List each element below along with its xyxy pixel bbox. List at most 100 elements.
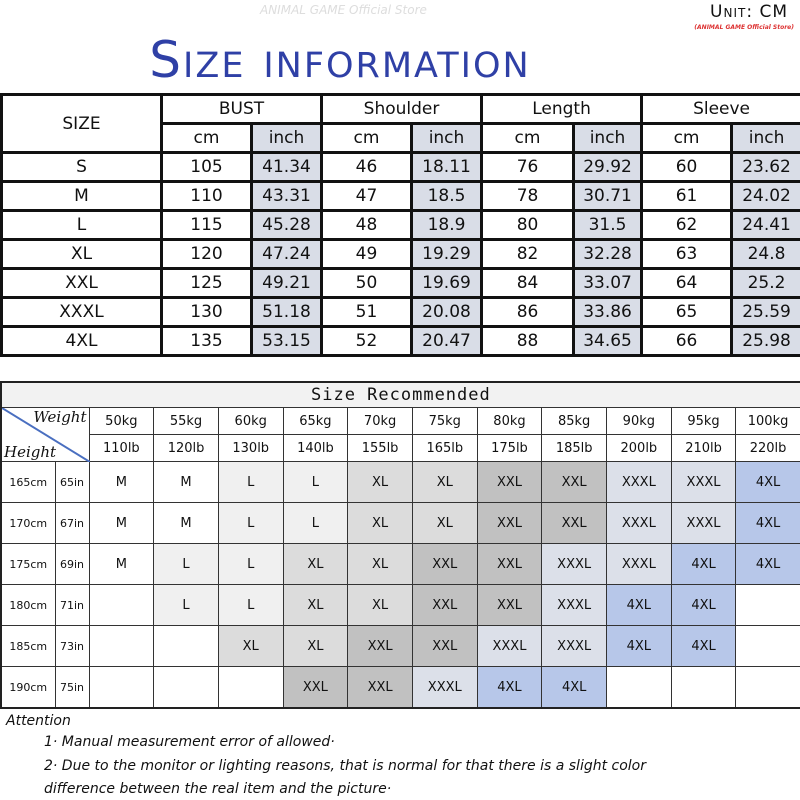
inch-cell: 34.65 [572,325,644,357]
cm-cell: 76 [480,151,576,183]
size-cell: L [0,209,163,241]
size-table: SIZE BUST Shoulder Length Sleeve cm inch cm inch… [0,93,800,357]
table-row: XXXL 130 51.18 51 20.08 86 33.86 65 25.59 [0,296,800,328]
title-row: Size Recommended [0,381,800,408]
page-title: Size information [149,31,531,89]
weight-lb-header: 110lb [88,434,155,462]
table-row: 185cm 73in XL XL XXL XXL XXXL XXXL 4XL 4XL [0,625,800,667]
table-row: XL 120 47.24 49 19.29 82 32.28 63 24.8 [0,238,800,270]
inch-header: inch [572,122,644,154]
cm-cell: 52 [320,325,413,357]
recommended-size-cell: XXXL [541,543,607,585]
weight-kg-header: 55kg [153,407,219,435]
height-cm-cell: 190cm [0,666,56,709]
recommended-size-cell: XXXL [670,461,737,503]
height-cm-cell: 170cm [0,502,56,544]
recommended-size-cell: XL [347,584,413,626]
recommended-size-cell: L [217,584,284,626]
recommended-size-cell: 4XL [735,543,800,585]
recommended-size-cell [606,666,672,709]
height-in-cell: 65in [54,461,90,503]
recommended-size-cell [217,666,284,709]
size-cell: XXXL [0,296,163,328]
diagonal-line [2,408,90,462]
inch-cell: 32.28 [572,238,644,270]
cm-cell: 66 [640,325,734,357]
recommended-size-cell [88,584,155,626]
cm-cell: 62 [640,209,734,241]
cm-cell: 115 [160,209,253,241]
recommended-size-cell: XL [347,502,413,544]
inch-cell: 23.62 [730,151,800,183]
inch-cell: 18.11 [409,151,484,183]
weight-kg-header: 90kg [606,407,672,435]
group-header: Sleeve [640,93,800,125]
recommended-size-cell: XXL [541,502,607,544]
size-cell: 4XL [0,325,163,357]
header-row: SIZE BUST Shoulder Length Sleeve [0,93,800,154]
subheader-row: cm inch cm inch cm inch cm inch [2,122,800,154]
recommended-size-cell: L [282,461,349,503]
cm-cell: 130 [160,296,253,328]
recommended-size-cell: 4XL [670,625,737,667]
cm-cell: 105 [160,151,253,183]
recommended-size-cell: L [153,584,219,626]
recommended-size-cell: XXXL [606,461,672,503]
weight-lb-row: 110lb 120lb 130lb 140lb 155lb 165lb 175lb 185lb… [1,434,800,462]
recommended-size-cell: XXL [476,502,543,544]
recommended-size-cell: XXL [476,584,543,626]
cm-cell: 47 [320,180,413,212]
weight-kg-header: 70kg [347,407,413,435]
inch-cell: 41.34 [250,151,323,183]
inch-cell: 45.28 [250,209,323,241]
recommended-size-cell: L [282,502,349,544]
table-title: Size Recommended [0,381,800,408]
weight-kg-header: 65kg [282,407,349,435]
weight-kg-header: 95kg [670,407,737,435]
store-label: (ANIMAL GAME Official Store) [694,24,794,31]
weight-label: Weight [33,408,87,426]
inch-cell: 24.02 [730,180,800,212]
size-cell: S [0,151,163,183]
height-cm-cell: 175cm [0,543,56,585]
cm-cell: 65 [640,296,734,328]
cm-cell: 48 [320,209,413,241]
recommended-size-cell: L [217,543,284,585]
height-cm-cell: 185cm [0,625,56,667]
inch-cell: 33.07 [572,267,644,299]
weight-kg-row: Weight Height 50kg 55kg 60kg 65kg 70kg 75kg 80kg… [0,407,800,462]
size-cell: XXL [0,267,163,299]
weight-lb-header: 185lb [541,434,607,462]
recommended-size-cell: M [153,502,219,544]
attention-note: difference between the real item and the… [44,781,392,797]
height-in-cell: 71in [54,584,90,626]
recommended-size-cell: XXXL [670,502,737,544]
cm-cell: 49 [320,238,413,270]
weight-lb-header: 175lb [476,434,543,462]
cm-header: cm [640,122,734,154]
inch-cell: 18.5 [409,180,484,212]
cm-cell: 120 [160,238,253,270]
attention-note: 1· Manual measurement error of allowed· [44,734,335,750]
inch-cell: 49.21 [250,267,323,299]
inch-cell: 47.24 [250,238,323,270]
recommended-size-cell: XXXL [606,502,672,544]
recommended-size-cell: XXL [282,666,349,709]
weight-lb-header: 165lb [411,434,478,462]
inch-cell: 25.98 [730,325,800,357]
recommended-size-cell: XL [411,502,478,544]
recommended-size-cell: 4XL [735,502,800,544]
recommended-size-cell: XXL [541,461,607,503]
cm-cell: 64 [640,267,734,299]
attention-heading: Attention [6,713,71,729]
inch-cell: 43.31 [250,180,323,212]
recommended-size-cell: 4XL [606,625,672,667]
table-row: 190cm 75in XXL XXL XXXL 4XL 4XL [0,666,800,709]
recommended-size-cell [735,584,800,626]
inch-cell: 53.15 [250,325,323,357]
recommended-size-cell: XL [282,543,349,585]
recommended-size-cell [88,666,155,709]
recommended-size-cell: XL [282,584,349,626]
inch-header: inch [409,122,484,154]
unit-label: Unit: CM [710,2,788,22]
